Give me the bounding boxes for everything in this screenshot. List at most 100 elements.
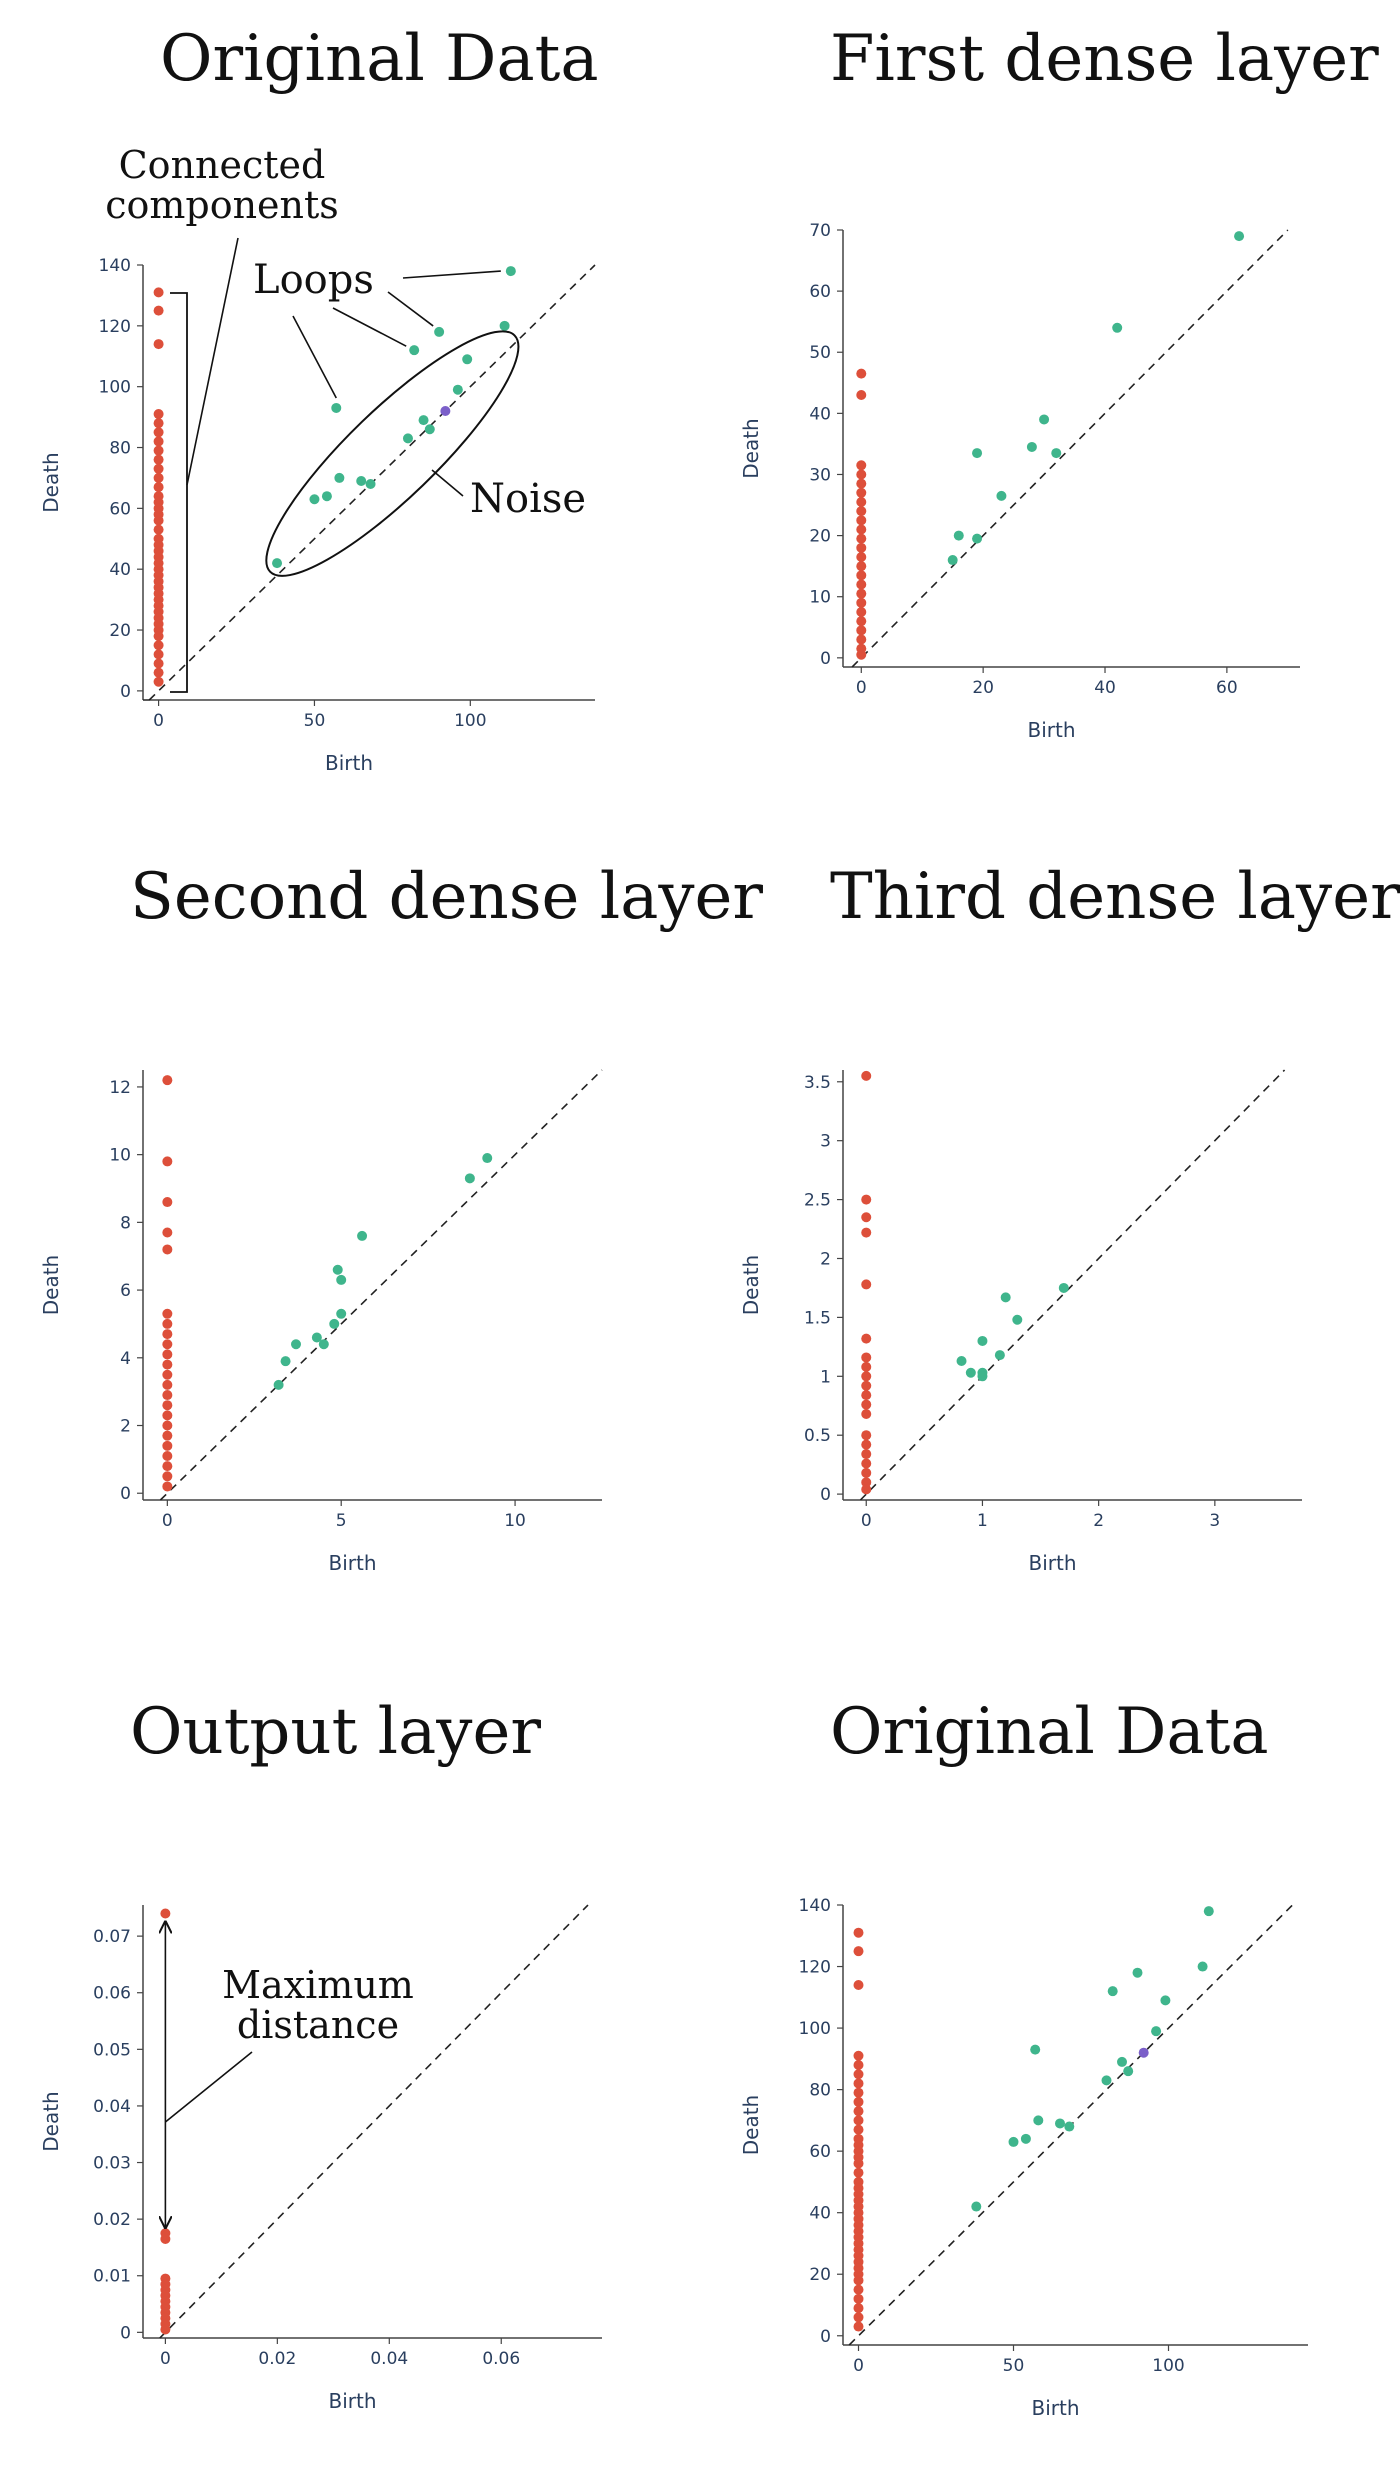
annotation-maximum-distance: Maximum distance bbox=[222, 1963, 414, 2047]
h0-point bbox=[861, 1458, 872, 1469]
y-tick-label: 30 bbox=[809, 465, 831, 485]
h0-point bbox=[153, 418, 164, 429]
h0-point bbox=[162, 1197, 173, 1208]
x-tick-label: 100 bbox=[454, 711, 486, 731]
y-tick-label: 8 bbox=[120, 1213, 131, 1233]
y-tick-label: 0 bbox=[120, 682, 131, 702]
h1-point bbox=[977, 1335, 988, 1346]
chart-panel-4: Third dense layer 0 1 2 3 0 0.5 1 1.5 2 2.5 3 3.5 Bir… bbox=[739, 860, 1400, 1575]
x-tick-label: 3 bbox=[1209, 1511, 1220, 1531]
h0-point bbox=[861, 1484, 872, 1495]
chart-title: Original Data bbox=[160, 22, 599, 96]
h0-point bbox=[856, 460, 867, 471]
x-tick-label: 0.04 bbox=[370, 2349, 408, 2369]
annotations-panel-5: Maximum distance bbox=[165, 1922, 414, 2228]
h1-point bbox=[1026, 441, 1037, 452]
h0-point bbox=[856, 570, 867, 581]
annotation-connected-components: Connected components bbox=[105, 143, 339, 227]
y-tick-label: 0.02 bbox=[93, 2210, 131, 2230]
h0-point bbox=[856, 515, 867, 526]
h0-point bbox=[856, 478, 867, 489]
h1-point bbox=[1234, 231, 1245, 242]
y-tick-label: 1.5 bbox=[804, 1308, 831, 1328]
h0-point bbox=[856, 524, 867, 535]
h1-point bbox=[1101, 2075, 1112, 2086]
y-tick-label: 140 bbox=[799, 1896, 831, 1916]
h1-point bbox=[1123, 2066, 1134, 2077]
h1-point bbox=[318, 1339, 329, 1350]
h1-point bbox=[273, 1379, 284, 1390]
y-tick-label: 6 bbox=[120, 1281, 131, 1301]
h0-point bbox=[162, 1339, 173, 1350]
h1-point bbox=[452, 384, 463, 395]
x-tick-label: 100 bbox=[1152, 2356, 1184, 2376]
h0-point bbox=[162, 1400, 173, 1411]
y-tick-label: 100 bbox=[799, 2019, 831, 2039]
h1-point bbox=[434, 326, 445, 337]
h0-point bbox=[853, 2078, 864, 2089]
annotations-panel-1: Connected components Loops Noise bbox=[105, 143, 586, 701]
h0-point bbox=[153, 339, 164, 350]
h1-point bbox=[1033, 2115, 1044, 2126]
x-tick-label: 0 bbox=[853, 2356, 864, 2376]
h0-point bbox=[853, 2060, 864, 2070]
h0-point bbox=[162, 1379, 173, 1390]
y-tick-label: 60 bbox=[109, 499, 131, 519]
h0-point bbox=[853, 2284, 864, 2295]
x-tick-label: 0 bbox=[153, 711, 164, 731]
y-tick-label: 0.01 bbox=[93, 2267, 131, 2287]
h1-point bbox=[971, 2201, 982, 2212]
h0-point bbox=[160, 1908, 171, 1919]
h0-point bbox=[861, 1380, 872, 1391]
x-axis-label: Birth bbox=[328, 1551, 376, 1575]
y-tick-label: 10 bbox=[809, 588, 831, 608]
y-tick-label: 60 bbox=[809, 2142, 831, 2162]
y-tick-label: 0 bbox=[820, 649, 831, 669]
h0-point bbox=[153, 667, 164, 678]
h0-point bbox=[856, 597, 867, 608]
x-tick-label: 60 bbox=[1216, 678, 1238, 698]
h0-point bbox=[153, 482, 164, 493]
annotation-line: distance bbox=[237, 2003, 399, 2047]
h2-point bbox=[440, 406, 451, 417]
h1-point bbox=[956, 1355, 967, 1366]
h0-point bbox=[162, 1450, 173, 1461]
x-tick-label: 50 bbox=[304, 711, 326, 731]
components-bracket bbox=[170, 292, 188, 693]
h1-point bbox=[332, 1264, 343, 1275]
h0-point bbox=[162, 1420, 173, 1431]
h1-point bbox=[356, 475, 367, 486]
x-axis-label: Birth bbox=[325, 751, 373, 775]
h0-point bbox=[162, 1156, 173, 1167]
y-tick-label: 20 bbox=[109, 621, 131, 641]
h0-point bbox=[162, 1430, 173, 1441]
chart-panel-3: Second dense layer 0 5 10 0 2 4 6 8 10 12 Birth Deat… bbox=[39, 860, 763, 1575]
h0-point bbox=[153, 631, 164, 642]
h1-point bbox=[311, 1332, 322, 1343]
h0-point bbox=[861, 1352, 872, 1363]
h0-point bbox=[853, 2158, 864, 2169]
h0-point bbox=[853, 1980, 864, 1990]
h0-point bbox=[853, 2124, 864, 2135]
h0-point bbox=[162, 1318, 173, 1329]
chart-title: Output layer bbox=[130, 1695, 541, 1769]
h0-point bbox=[861, 1467, 872, 1478]
h0-point bbox=[153, 472, 164, 483]
h0-point bbox=[856, 625, 867, 636]
y-tick-label: 0.5 bbox=[804, 1426, 831, 1446]
y-tick-label: 50 bbox=[809, 343, 831, 363]
y-tick-label: 60 bbox=[809, 282, 831, 302]
h1-point bbox=[334, 472, 345, 483]
x-tick-label: 0 bbox=[861, 1511, 872, 1531]
h1-point bbox=[357, 1230, 368, 1241]
diagonal-line bbox=[159, 1069, 603, 1501]
y-tick-label: 2 bbox=[120, 1417, 131, 1437]
y-tick-label: 0.06 bbox=[93, 1984, 131, 2004]
y-tick-label: 0 bbox=[820, 1485, 831, 1505]
loops-leader bbox=[292, 315, 337, 399]
h0-point bbox=[853, 2115, 864, 2126]
h0-point bbox=[861, 1194, 872, 1205]
h0-point bbox=[853, 2096, 864, 2107]
diagonal-line bbox=[159, 1904, 589, 2339]
